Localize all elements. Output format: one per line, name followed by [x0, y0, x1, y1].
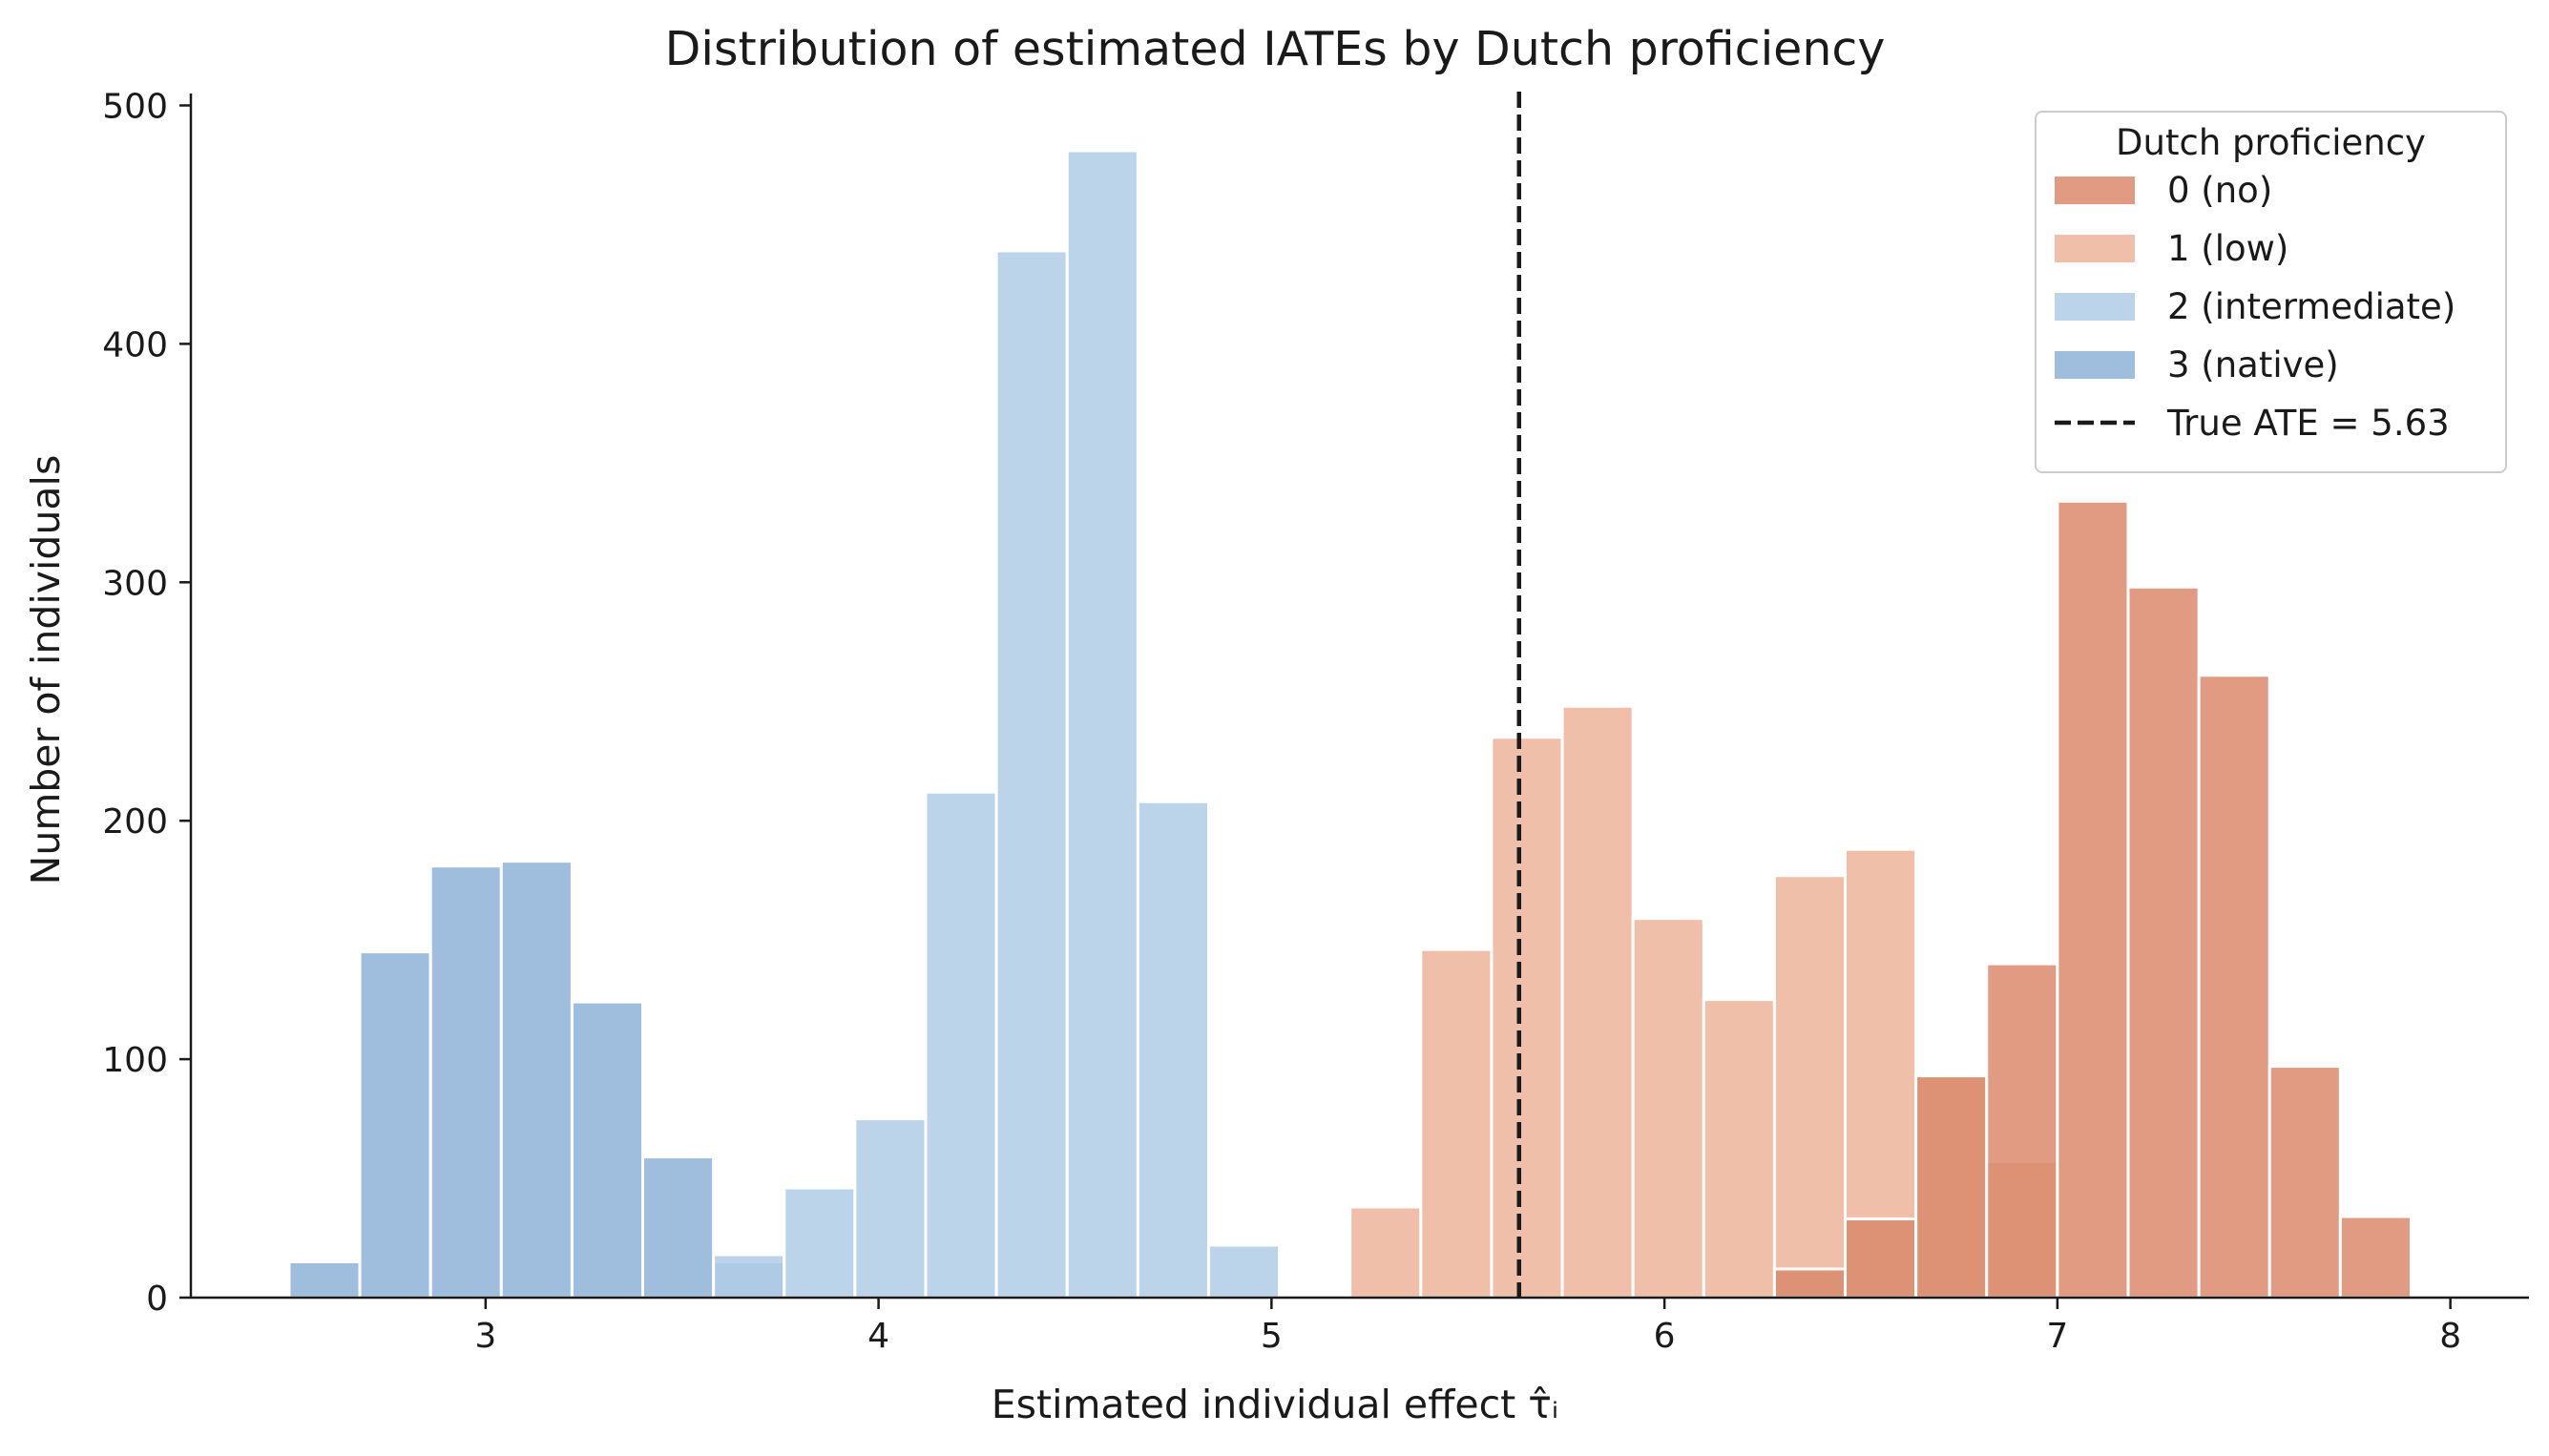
bar-0-no-5: [2126, 585, 2201, 1300]
bar-0-no-6: [2197, 674, 2271, 1300]
legend: Dutch proficiency 0 (no) 1 (low) 2 (interme…: [2035, 111, 2507, 473]
bar-3-native-5: [641, 1155, 716, 1300]
x-tick-label-4: 4: [867, 1317, 889, 1356]
bar-0-no-7: [2267, 1065, 2342, 1300]
bar-1-low-0: [1348, 1205, 1423, 1300]
y-tick-label-400: 400: [102, 325, 168, 364]
bar-2-intermediate-4: [994, 249, 1069, 1300]
bar-0-no-3: [1985, 962, 2059, 1300]
legend-swatch-3-native: [2055, 351, 2135, 379]
y-tick-label-200: 200: [102, 802, 168, 842]
x-axis-label: Estimated individual effect τ̂ᵢ: [992, 1382, 1559, 1427]
bar-1-low-4: [1631, 917, 1705, 1300]
bar-0-no-4: [2056, 499, 2130, 1300]
legend-title: Dutch proficiency: [2116, 122, 2426, 163]
legend-label-1-low: 1 (low): [2167, 228, 2288, 269]
bar-0-no-2: [1914, 1074, 1989, 1300]
legend-swatch-2-intermediate: [2055, 293, 2135, 321]
x-tick-label-3: 3: [474, 1317, 496, 1356]
bar-2-intermediate-6: [1136, 800, 1210, 1300]
bar-3-native-1: [358, 950, 432, 1300]
bar-0-no-0: [1772, 1267, 1848, 1300]
y-tick-label-500: 500: [102, 87, 168, 126]
bar-1-low-1: [1419, 947, 1494, 1300]
y-axis-label: Number of individuals: [23, 455, 69, 885]
x-tick-label-7: 7: [2046, 1317, 2068, 1356]
y-tick-label-300: 300: [102, 564, 168, 603]
bar-2-intermediate-0: [712, 1253, 786, 1300]
bar-2-intermediate-3: [924, 790, 998, 1300]
x-tick-label-6: 6: [1654, 1317, 1676, 1356]
y-tick-label-100: 100: [102, 1041, 168, 1080]
legend-swatch-0-no: [2055, 177, 2135, 204]
x-axis-label-text: Estimated individual effect τ̂ᵢ: [992, 1382, 1559, 1427]
bar-1-low-3: [1560, 704, 1635, 1300]
bar-2-intermediate-1: [783, 1186, 857, 1300]
bar-3-native-3: [499, 860, 574, 1300]
bar-1-low-2: [1490, 736, 1564, 1300]
x-tick-label-8: 8: [2439, 1317, 2461, 1356]
bar-2-intermediate-5: [1065, 149, 1139, 1300]
bar-0-no-8: [2338, 1215, 2413, 1300]
bar-1-low-5: [1702, 998, 1776, 1300]
bar-3-native-4: [570, 1000, 645, 1300]
bar-2-intermediate-7: [1206, 1243, 1282, 1300]
bar-0-no-1: [1844, 1217, 1918, 1300]
y-tick-label-0: 0: [146, 1279, 168, 1319]
bar-3-native-2: [428, 864, 503, 1300]
bar-3-native-0: [287, 1260, 362, 1300]
bar-1-low-6: [1772, 874, 1848, 1300]
bar-2-intermediate-2: [853, 1117, 928, 1300]
legend-label-2-intermediate: 2 (intermediate): [2167, 286, 2455, 327]
legend-label-3-native: 3 (native): [2167, 344, 2339, 385]
axes: 3 4 5 6 7 8 0 100 200 300 400 500: [102, 87, 2529, 1356]
legend-frame: [2035, 111, 2507, 473]
legend-label-0-no: 0 (no): [2167, 170, 2272, 211]
legend-swatch-1-low: [2055, 235, 2135, 262]
chart-title: Distribution of estimated IATEs by Dutch…: [665, 22, 1886, 76]
legend-label-reference-line: True ATE = 5.63: [2166, 403, 2450, 444]
x-tick-label-5: 5: [1261, 1317, 1283, 1356]
bars-layer: [287, 149, 2413, 1300]
